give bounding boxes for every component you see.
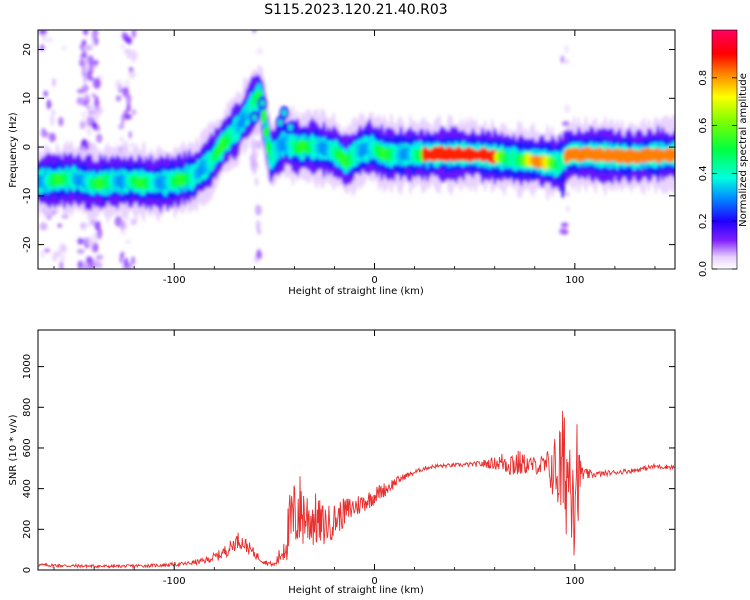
bottom-x-tick-label: -100 — [163, 576, 186, 587]
chart-title: S115.2023.120.21.40.R03 — [264, 2, 447, 18]
top-y-tick-label: 20 — [22, 43, 33, 56]
spectrogram-heatmap — [38, 30, 675, 269]
bottom-x-tick-label: 100 — [565, 576, 584, 587]
top-y-ticks: -20 -10 0 10 20 — [22, 43, 675, 253]
bottom-y-tick-label: 1000 — [22, 354, 33, 379]
bottom-y-tick-label: 200 — [22, 520, 33, 539]
colorbar-label: Normalized spectral amplitude — [738, 73, 749, 227]
top-x-tick-label: 100 — [565, 275, 584, 286]
top-y-axis-label: Frequency (Hz) — [8, 112, 19, 188]
colorbar-tick-label: 0.2 — [698, 213, 709, 229]
colorbar-tick-label: 0.6 — [698, 118, 709, 134]
bottom-x-axis-label: Height of straight line (km) — [288, 585, 424, 596]
colorbar-tick-label: 0.8 — [698, 70, 709, 86]
colorbar-gradient — [711, 29, 738, 270]
colorbar-tick-label: 0.0 — [698, 261, 709, 277]
colorbar-ticks: 0.0 0.2 0.4 0.6 0.8 — [698, 70, 737, 277]
top-y-tick-label: 0 — [22, 144, 33, 150]
bottom-y-tick-label: 400 — [22, 479, 33, 498]
top-x-tick-label: 0 — [371, 275, 377, 286]
top-y-tick-label: -10 — [22, 188, 33, 204]
bottom-y-ticks: 0 200 400 600 800 1000 — [22, 354, 675, 573]
top-x-ticks: -100 0 100 — [53, 30, 656, 286]
colorbar-tick-label: 0.4 — [698, 165, 709, 181]
snr-panel: -100 0 100 0 200 400 600 800 1000 Height of str… — [8, 329, 676, 596]
bottom-y-tick-label: 0 — [22, 567, 33, 573]
bottom-y-tick-label: 800 — [22, 398, 33, 417]
bottom-y-axis-label: SNR (10 * v/v) — [8, 414, 19, 485]
colorbar: 0.0 0.2 0.4 0.6 0.8 Normalized spectral ampl… — [698, 29, 749, 277]
bottom-x-tick-label: 0 — [371, 576, 377, 587]
top-x-axis-label: Height of straight line (km) — [288, 286, 424, 297]
snr-series-line — [38, 410, 675, 570]
bottom-y-tick-label: 600 — [22, 438, 33, 457]
top-x-tick-label: -100 — [163, 275, 186, 286]
top-y-tick-label: 10 — [22, 92, 33, 105]
bottom-x-ticks: -100 0 100 — [53, 330, 656, 587]
top-y-tick-label: -20 — [22, 236, 33, 252]
